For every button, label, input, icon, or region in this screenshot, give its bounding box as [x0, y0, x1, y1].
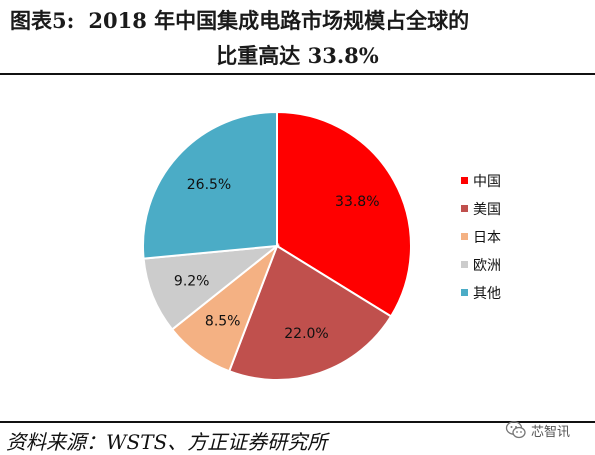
legend-label-0: 中国	[473, 174, 501, 190]
legend-swatch-1	[461, 205, 468, 212]
title-text-1: 2018 年中国集成电路市场规模占全球的	[88, 8, 470, 33]
wechat-icon	[505, 421, 526, 439]
source-note: 资料来源：WSTS、方正证券研究所	[6, 430, 328, 454]
legend-label-4: 其他	[473, 286, 501, 302]
pie-data-label-1: 22.0%	[284, 326, 328, 342]
legend-label-3: 欧洲	[473, 258, 501, 274]
pie-data-labels: 33.8% 22.0% 8.5% 9.2% 26.5%	[174, 177, 380, 342]
pie-data-label-4: 26.5%	[187, 177, 231, 193]
watermark: 芯智讯	[505, 419, 570, 441]
legend-swatch-0	[461, 177, 468, 184]
pie-slice-3	[142, 244, 281, 331]
legend-swatch-4	[461, 289, 468, 296]
pie-data-label-0: 33.8%	[335, 194, 379, 210]
legend-label-2: 日本	[473, 230, 501, 246]
figure-number: 图表5:	[10, 8, 75, 33]
title-line-1: 图表5: 2018 年中国集成电路市场规模占全球的	[10, 5, 590, 35]
legend-swatch-2	[461, 233, 468, 240]
watermark-text: 芯智讯	[531, 424, 571, 440]
pie-slices	[142, 110, 412, 381]
bottom-divider	[0, 421, 595, 423]
title-line-2: 比重高达 33.8%	[216, 43, 379, 68]
legend-swatch-3	[461, 261, 468, 268]
legend-label-1: 美国	[473, 202, 501, 218]
pie-slice-0	[276, 110, 412, 318]
pie-slice-1	[227, 244, 393, 381]
pie-slice-4	[142, 110, 278, 260]
pie-data-label-3: 9.2%	[174, 273, 210, 289]
pie-data-label-2: 8.5%	[205, 313, 241, 329]
top-divider	[0, 73, 595, 75]
